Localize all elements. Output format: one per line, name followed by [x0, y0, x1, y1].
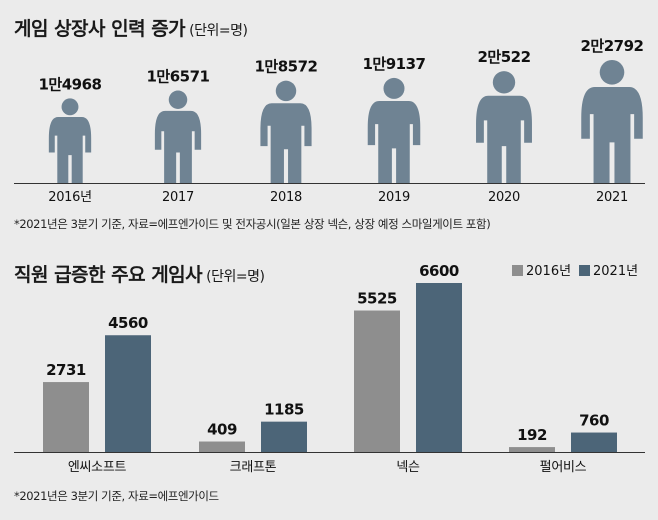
legend-item: 2016년 — [512, 264, 571, 279]
value-label: 1만4968 — [39, 75, 102, 93]
top-title-unit: (단위=명) — [189, 23, 248, 39]
top-chart-title: 게임 상장사 인력 증가 (단위=명) — [14, 14, 248, 41]
person-icon — [367, 77, 421, 183]
top-title-text: 게임 상장사 인력 증가 — [14, 18, 186, 40]
x-tick-label: 2021 — [596, 190, 628, 205]
legend-label: 2016년 — [526, 264, 571, 279]
person-icon — [581, 60, 643, 183]
person-icon — [48, 98, 92, 183]
person-body — [48, 116, 92, 183]
x-tick-label: 넥슨 — [396, 460, 420, 475]
person-body — [581, 87, 643, 183]
person-head — [383, 77, 405, 99]
person-head — [275, 80, 297, 102]
value-label: 760 — [579, 412, 609, 430]
value-label: 5525 — [357, 290, 397, 308]
value-label: 1만6571 — [147, 67, 210, 85]
bar — [509, 447, 555, 452]
bar — [416, 283, 462, 452]
bottom-title-text: 직원 급증한 주요 게임사 — [14, 264, 203, 286]
x-tick-label: 엔씨소프트 — [68, 460, 127, 475]
bottom-chart-title: 직원 급증한 주요 게임사 (단위=명) — [14, 260, 265, 287]
bottom-chart-note: *2021년은 3분기 기준, 자료=에프엔가이드 — [14, 489, 219, 503]
value-label: 1185 — [264, 401, 304, 419]
bar — [105, 335, 151, 452]
legend-swatch — [512, 265, 523, 276]
x-tick-label: 2018 — [270, 190, 302, 205]
value-label: 2만2792 — [581, 37, 644, 55]
person-body — [476, 95, 532, 183]
value-label: 4560 — [108, 314, 148, 332]
value-label: 409 — [207, 421, 237, 439]
bottom-title-unit: (단위=명) — [206, 269, 265, 285]
bar — [354, 310, 400, 452]
value-label: 192 — [517, 426, 547, 444]
person-icon — [154, 90, 202, 183]
x-tick-label: 2016년 — [48, 190, 92, 205]
legend-label: 2021년 — [593, 264, 638, 279]
value-label: 1만8572 — [255, 58, 318, 76]
person-body — [260, 103, 312, 183]
legend-swatch — [579, 265, 590, 276]
person-body — [154, 110, 202, 183]
person-head — [168, 90, 188, 109]
person-head — [492, 71, 516, 94]
staff-growth-pictogram-chart: 1만4968 2016년 1만6571 2017 1만8572 2018 1만9137 201… — [14, 37, 645, 205]
bar — [43, 382, 89, 452]
x-tick-label: 2017 — [162, 190, 194, 205]
company-staff-bar-chart: 2731 4560 엔씨소프트 409 1185 크래프톤 5525 6600 넥슨 192 760… — [14, 262, 645, 475]
person-head — [599, 60, 625, 85]
bar — [261, 421, 307, 452]
top-chart-note: *2021년은 3분기 기준, 자료=에프엔가이드 및 전자공시(일본 상장 넥… — [14, 217, 491, 231]
person-icon — [260, 80, 312, 183]
x-tick-label: 펄어비스 — [540, 460, 587, 475]
value-label: 2731 — [46, 361, 86, 379]
person-icon — [476, 71, 532, 183]
person-body — [367, 101, 421, 183]
value-label: 1만9137 — [363, 55, 426, 73]
bar — [571, 432, 617, 452]
x-tick-label: 크래프톤 — [230, 460, 277, 475]
legend-item: 2021년 — [579, 264, 638, 279]
value-label: 2만522 — [477, 48, 530, 66]
bar — [199, 441, 245, 452]
person-head — [61, 98, 79, 116]
x-tick-label: 2019 — [378, 190, 410, 205]
value-label: 6600 — [419, 262, 459, 280]
x-tick-label: 2020 — [488, 190, 520, 205]
